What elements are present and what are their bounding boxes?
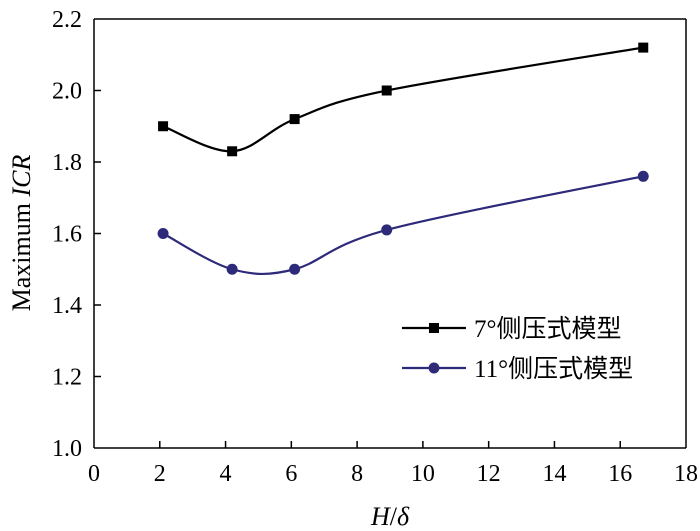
legend-label-2: 11°侧压式模型 [474, 355, 633, 383]
y-tick-label: 1.0 [52, 436, 82, 462]
x-tick-label: 0 [88, 461, 100, 487]
data-point-square [289, 114, 300, 125]
x-tick-label: 18 [674, 461, 698, 487]
y-ticks: 1.0 1.2 1.4 1.6 1.8 2.0 2.2 [52, 7, 101, 462]
data-point-square [638, 42, 649, 53]
x-ticks: 0 2 4 6 8 10 12 14 16 18 [88, 441, 698, 487]
legend-label-1: 7°侧压式模型 [474, 315, 622, 343]
y-axis-title-part-1: Maximum [7, 197, 36, 312]
y-axis-title-part-2: ICR [7, 155, 36, 198]
legend: 7°侧压式模型 11°侧压式模型 [402, 315, 633, 383]
data-point-square [381, 85, 392, 96]
series-layer [157, 42, 649, 276]
x-tick-label: 6 [285, 461, 297, 487]
y-tick-label: 2.2 [52, 7, 82, 33]
y-axis-title: Maximum ICR [7, 155, 36, 312]
y-tick-label: 1.8 [52, 150, 82, 176]
data-point-square [158, 121, 169, 132]
y-tick-label: 1.2 [52, 365, 82, 391]
x-tick-label: 2 [154, 461, 166, 487]
x-axis-title-part-1: H [370, 502, 391, 531]
y-tick-label: 2.0 [52, 79, 82, 105]
legend-marker-square [429, 323, 439, 333]
x-axis-title: H/δ [370, 502, 410, 531]
x-tick-label: 12 [477, 461, 501, 487]
y-tick-label: 1.4 [52, 293, 82, 319]
x-axis-title-part-2: / [390, 502, 398, 531]
series-line-1 [162, 46, 644, 153]
data-point-circle [381, 224, 393, 236]
data-point-square [227, 146, 238, 157]
x-axis-title-part-3: δ [397, 502, 410, 531]
data-point-circle [637, 170, 649, 182]
x-tick-label: 8 [351, 461, 363, 487]
x-tick-label: 16 [608, 461, 632, 487]
series-line-2 [162, 175, 644, 276]
legend-marker-circle [428, 362, 440, 374]
data-point-circle [226, 263, 238, 275]
x-tick-label: 10 [411, 461, 435, 487]
data-point-circle [157, 228, 169, 239]
x-tick-label: 4 [220, 461, 232, 487]
y-tick-label: 1.6 [52, 222, 82, 248]
x-tick-label: 14 [542, 461, 566, 487]
data-point-circle [289, 263, 301, 275]
